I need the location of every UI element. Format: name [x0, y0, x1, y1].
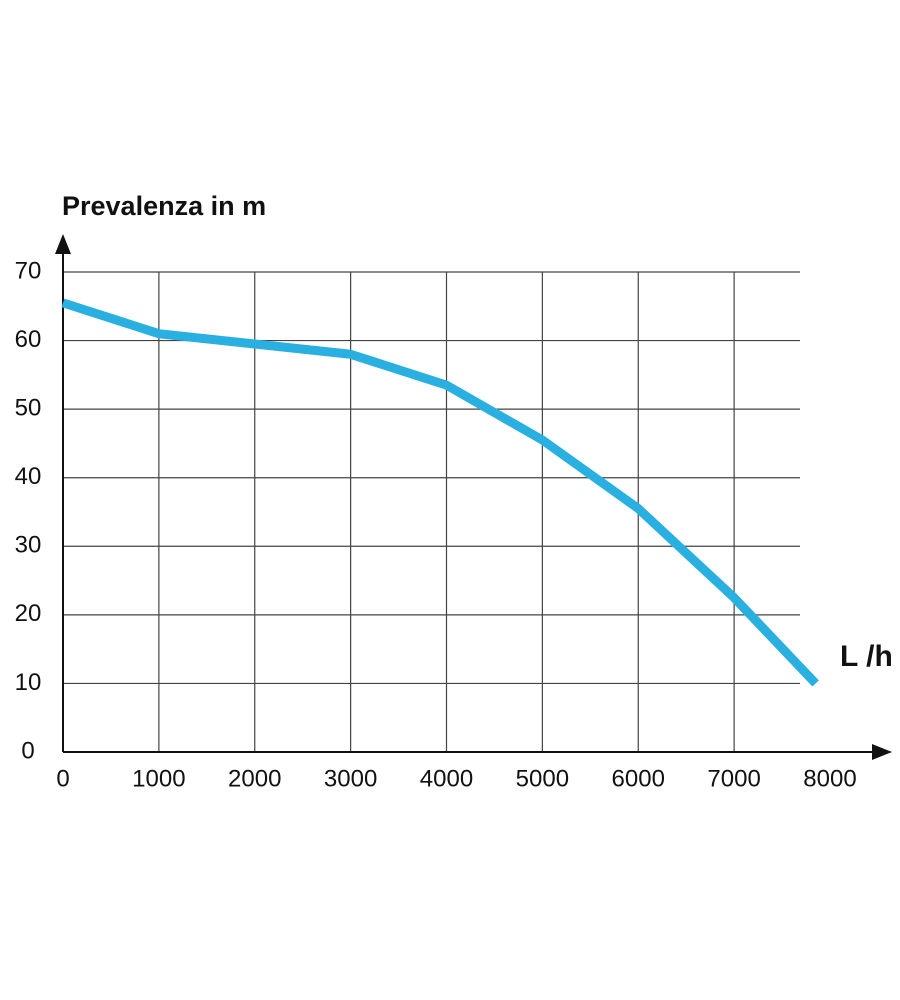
- y-tick-label: 30: [15, 532, 42, 559]
- y-tick-label: 60: [15, 326, 42, 353]
- x-tick-label: 5000: [516, 765, 569, 792]
- y-tick-label: 0: [21, 737, 34, 764]
- x-tick-label: 8000: [803, 765, 856, 792]
- x-tick-label: 6000: [612, 765, 665, 792]
- y-tick-label: 20: [15, 600, 42, 627]
- y-tick-label: 10: [15, 669, 42, 696]
- x-tick-label: 7000: [707, 765, 760, 792]
- y-tick-label: 70: [15, 257, 42, 284]
- x-axis-arrow: [872, 744, 892, 760]
- x-tick-label: 2000: [228, 765, 281, 792]
- data-line: [61, 298, 819, 687]
- x-tick-label: 1000: [132, 765, 185, 792]
- y-tick-label: 40: [15, 463, 42, 490]
- y-tick-label: 50: [15, 394, 42, 421]
- x-tick-label: 3000: [324, 765, 377, 792]
- x-tick-label: 4000: [420, 765, 473, 792]
- y-axis-arrow: [55, 234, 71, 254]
- x-tick-label: 0: [56, 765, 69, 792]
- x-axis-title: L /h: [840, 640, 893, 673]
- y-axis-title: Prevalenza in m: [62, 191, 266, 221]
